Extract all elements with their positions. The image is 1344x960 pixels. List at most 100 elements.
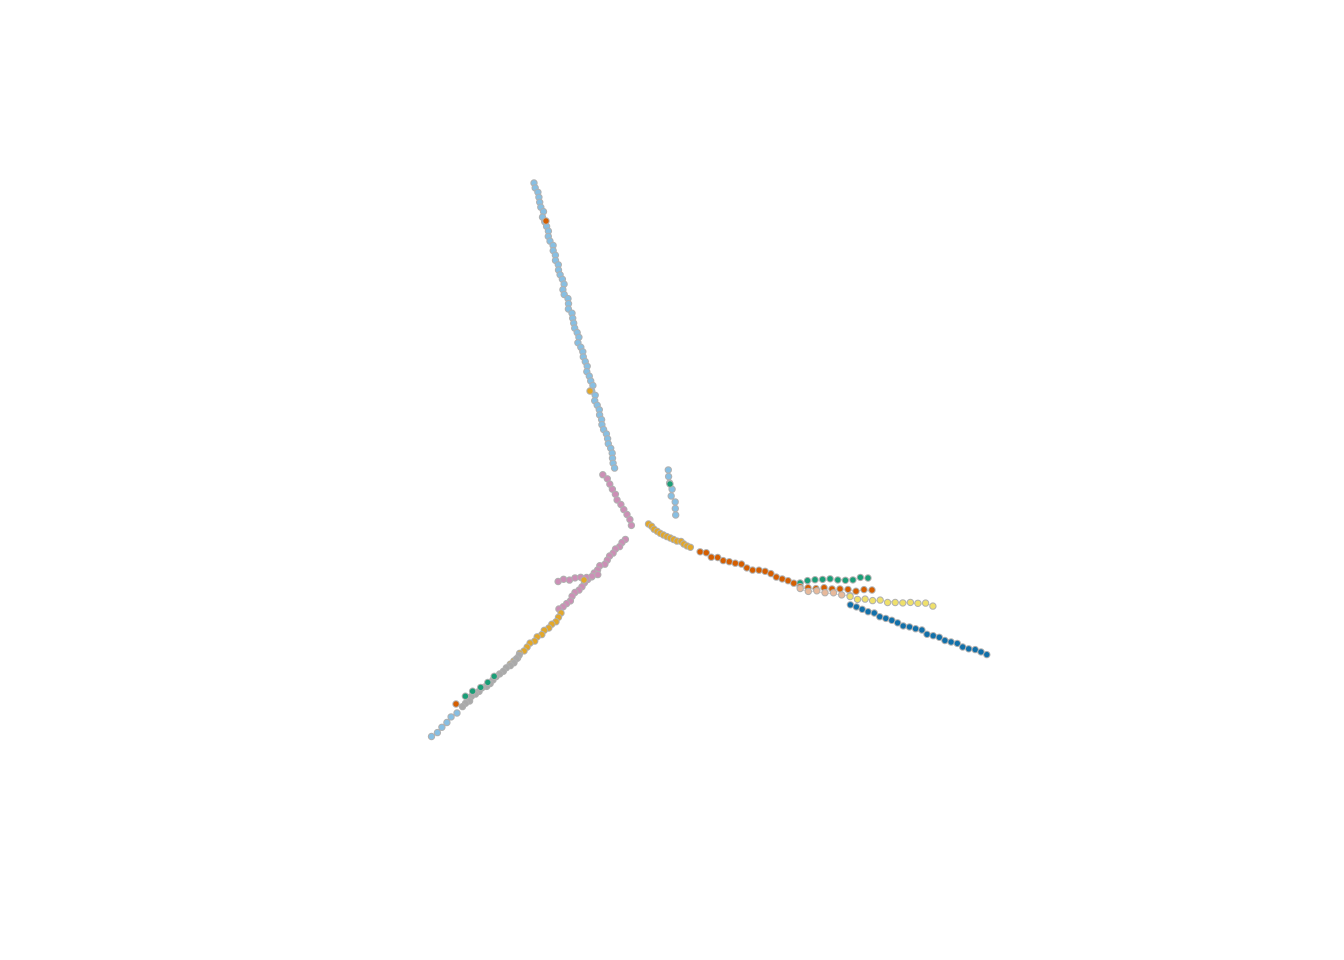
right-green-whisker-point bbox=[826, 575, 834, 583]
accent-point bbox=[586, 387, 594, 395]
data-points bbox=[427, 179, 991, 741]
right-blue-whisker-point bbox=[959, 643, 967, 651]
right-yellow-whisker-point bbox=[883, 598, 892, 607]
right-branch-main-point bbox=[755, 566, 763, 574]
right-green-whisker-point bbox=[864, 574, 872, 582]
upper-lower-segment-point bbox=[599, 471, 607, 479]
right-blue-whisker-point bbox=[876, 613, 884, 621]
center-hub-point bbox=[686, 543, 695, 551]
right-yellow-whisker-point bbox=[853, 595, 862, 604]
right-blue-whisker-point bbox=[905, 623, 914, 631]
right-blue-whisker-point bbox=[953, 639, 961, 648]
lower-green-segment-point bbox=[490, 672, 498, 680]
right-peach-whisker-point bbox=[821, 589, 829, 597]
lower-tip-point bbox=[438, 723, 446, 731]
upper-lower-segment-point bbox=[627, 521, 636, 530]
right-green-whisker-edge bbox=[799, 577, 869, 583]
right-blue-whisker-point bbox=[977, 648, 985, 656]
right-blue-whisker-point bbox=[923, 630, 931, 638]
accent-point bbox=[452, 700, 460, 708]
center-stem-point bbox=[664, 466, 672, 474]
lower-pink-spur-point bbox=[594, 570, 602, 579]
right-blue-whisker-point bbox=[893, 619, 902, 627]
right-green-whisker-point bbox=[841, 576, 850, 584]
upper-branch-point bbox=[610, 464, 619, 472]
right-green-whisker-point bbox=[803, 576, 812, 585]
center-stem-point bbox=[667, 492, 675, 500]
right-vermillion-whisker-point bbox=[836, 585, 844, 593]
center-stem-point bbox=[664, 472, 673, 481]
lower-tip-point bbox=[427, 732, 436, 741]
right-blue-whisker-point bbox=[870, 609, 878, 617]
right-blue-whisker-point bbox=[947, 638, 955, 646]
right-branch-main-point bbox=[737, 560, 746, 568]
right-yellow-whisker-point bbox=[906, 598, 915, 607]
lower-tip-point bbox=[443, 718, 451, 727]
lower-green-segment-point bbox=[468, 687, 477, 695]
lower-green-segment-point bbox=[461, 692, 470, 700]
center-stem-point bbox=[671, 504, 679, 513]
right-blue-whisker-point bbox=[935, 633, 943, 641]
right-blue-whisker-point bbox=[911, 625, 920, 633]
right-yellow-whisker-point bbox=[891, 598, 899, 607]
center-stem-point bbox=[672, 511, 680, 519]
upper-lower-segment-point bbox=[626, 515, 634, 524]
right-blue-whisker-point bbox=[929, 632, 937, 640]
right-branch-main-point bbox=[696, 548, 704, 556]
accent-point bbox=[580, 576, 588, 584]
lower-tip-point bbox=[447, 713, 455, 721]
right-branch-main-point bbox=[714, 553, 722, 562]
right-yellow-whisker-point bbox=[876, 596, 884, 604]
accent-point bbox=[666, 480, 674, 488]
right-blue-whisker-point bbox=[864, 608, 872, 616]
accent-point bbox=[542, 217, 550, 225]
lower-green-segment-point bbox=[477, 683, 485, 692]
right-branch-main-point bbox=[707, 553, 715, 561]
right-branch-main-point bbox=[702, 549, 710, 557]
right-green-whisker-point bbox=[818, 575, 827, 584]
right-yellow-whisker-point bbox=[929, 602, 937, 610]
right-vermillion-whisker-point bbox=[844, 585, 852, 594]
right-yellow-whisker-point bbox=[899, 599, 907, 607]
right-green-whisker-point bbox=[856, 573, 865, 582]
right-green-whisker-point bbox=[849, 576, 857, 584]
right-blue-whisker-point bbox=[918, 626, 926, 634]
right-yellow-whisker-point bbox=[868, 596, 877, 605]
right-blue-whisker-point bbox=[846, 601, 855, 609]
right-peach-whisker-point bbox=[829, 589, 838, 597]
right-vermillion-whisker-point bbox=[868, 586, 876, 594]
lower-grey-segment-point bbox=[458, 702, 467, 711]
right-peach-whisker-point bbox=[796, 584, 804, 593]
right-yellow-whisker-point bbox=[846, 592, 854, 601]
right-branch-main-point bbox=[719, 556, 727, 565]
right-branch-main-point bbox=[731, 559, 739, 567]
right-yellow-whisker-point bbox=[921, 599, 930, 607]
center-stem-point bbox=[671, 498, 679, 506]
right-peach-whisker-point bbox=[804, 587, 812, 596]
right-vermillion-whisker-point bbox=[860, 585, 868, 594]
right-peach-whisker-point bbox=[838, 591, 846, 599]
lower-green-segment-point bbox=[484, 678, 492, 687]
right-blue-whisker-point bbox=[983, 650, 991, 659]
right-blue-whisker-point bbox=[899, 622, 907, 630]
right-peach-whisker-point bbox=[813, 587, 821, 595]
lower-tip-point bbox=[453, 709, 461, 717]
right-yellow-whisker-point bbox=[861, 595, 869, 603]
right-blue-whisker-point bbox=[941, 636, 949, 645]
right-blue-whisker-point bbox=[965, 645, 973, 653]
right-green-whisker-point bbox=[811, 576, 819, 584]
right-branch-main-point bbox=[790, 579, 798, 587]
right-vermillion-whisker-point bbox=[852, 587, 860, 595]
trajectory-edges bbox=[431, 182, 988, 738]
lower-pink-spur-point bbox=[559, 575, 568, 583]
right-vermillion-whisker-edge bbox=[799, 587, 873, 592]
right-branch-main-point bbox=[767, 569, 775, 578]
right-branch-main-point bbox=[725, 558, 733, 566]
right-branch-main-point bbox=[748, 566, 757, 574]
lower-tip-point bbox=[433, 728, 442, 737]
right-yellow-whisker-point bbox=[914, 599, 922, 607]
right-green-whisker-point bbox=[834, 576, 842, 584]
right-blue-whisker-point bbox=[882, 614, 890, 623]
